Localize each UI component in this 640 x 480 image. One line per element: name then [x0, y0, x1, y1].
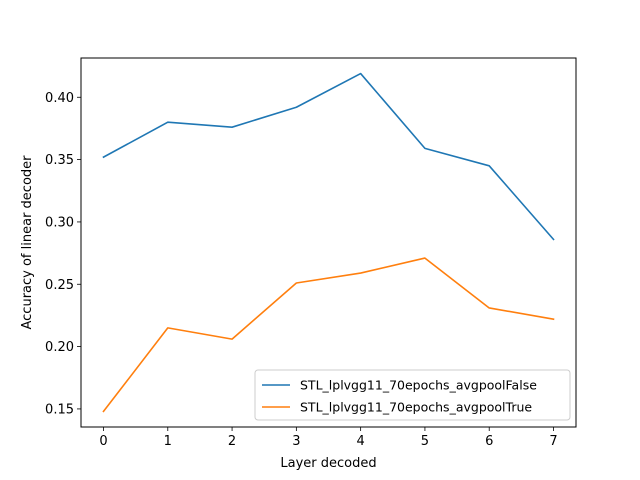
series-line-2	[102, 257, 555, 413]
x-tick-label: 2	[228, 434, 236, 449]
legend-box	[254, 369, 571, 421]
plot-frame	[80, 57, 577, 428]
x-tick-label: 4	[357, 434, 365, 449]
legend-label-1: STL_lplvgg11_70epochs_avgpoolFalse	[300, 378, 537, 393]
series-line-1	[102, 72, 555, 241]
x-tick-label: 7	[549, 434, 557, 449]
y-tick-label: 0.25	[45, 278, 74, 293]
y-tick-label: 0.30	[45, 215, 74, 230]
series-layer	[102, 72, 555, 413]
y-axis-label: Accuracy of linear decoder	[20, 155, 35, 330]
x-tick-label: 3	[292, 434, 300, 449]
x-axis: 0 1 2 3 4 5 6 7	[99, 427, 558, 449]
legend: STL_lplvgg11_70epochs_avgpoolFalse STL_lp…	[254, 369, 571, 421]
x-axis-label: Layer decoded	[280, 456, 376, 471]
legend-label-2: STL_lplvgg11_70epochs_avgpoolTrue	[300, 400, 532, 415]
x-tick-label: 1	[164, 434, 172, 449]
y-tick-label: 0.40	[45, 91, 74, 106]
y-axis: 0.15 0.20 0.25 0.30 0.35 0.40	[45, 91, 81, 417]
x-tick-label: 5	[421, 434, 429, 449]
x-tick-label: 6	[485, 434, 493, 449]
plot-area	[81, 58, 576, 427]
y-tick-label: 0.20	[45, 340, 74, 355]
y-tick-label: 0.35	[45, 153, 74, 168]
y-tick-label: 0.15	[45, 402, 74, 417]
x-tick-label: 0	[99, 434, 107, 449]
